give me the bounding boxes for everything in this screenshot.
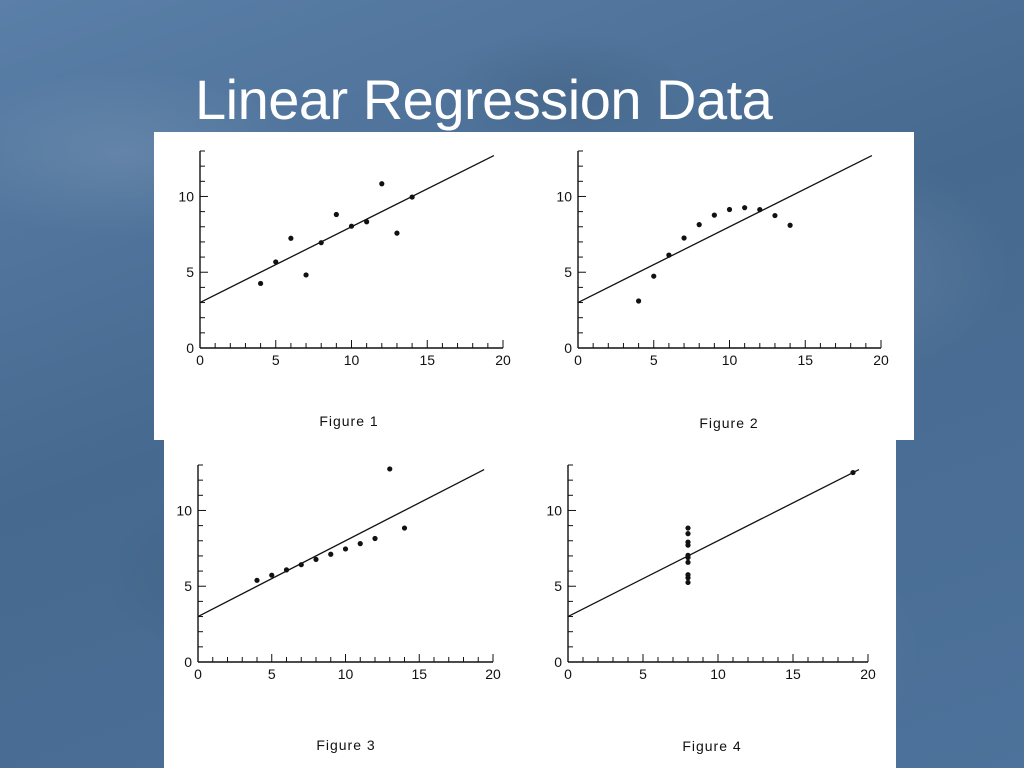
figure-1-x-tick-label: 0: [196, 352, 204, 368]
figure-1-x-tick-label: 15: [419, 352, 435, 368]
figure-1-x-tick-label: 5: [272, 352, 280, 368]
figure-2-data-point: [757, 207, 763, 213]
figure-2-data-point: [666, 252, 672, 258]
figure-3-y-tick-label: 0: [184, 654, 192, 670]
figure-3-data-point: [298, 562, 304, 568]
figure-3-chart: 0 5 10 15 20 0 5 10 Figure 3: [176, 464, 501, 753]
figure-1-data-point: [394, 230, 400, 236]
figure-3-x-tick-label: 15: [411, 666, 427, 682]
figure-3-x-tick-label: 5: [268, 666, 276, 682]
figure-2-x-tick-label: 15: [797, 352, 813, 368]
figure-3-data-point: [269, 572, 275, 578]
figure-3-y-tick-label: 10: [176, 502, 192, 518]
figure-2-data-point: [742, 205, 748, 211]
figure-3-x-tick-label: 20: [485, 666, 501, 682]
figure-1-y-tick-label: 10: [178, 188, 194, 204]
figure-3-data-point: [283, 567, 290, 573]
figures-panel-top: [154, 132, 914, 440]
figure-3-data-point: [313, 556, 319, 563]
figure-4-x-tick-label: 0: [564, 666, 572, 682]
figure-2-data-point: [696, 222, 702, 228]
figure-2-x-tick-label: 5: [650, 352, 658, 368]
figure-3-x-tick-label: 10: [338, 666, 354, 682]
figure-3-data-point: [357, 541, 363, 547]
figure-2-caption: Figure 2: [699, 415, 758, 431]
figure-1-data-point: [333, 211, 339, 218]
figure-1-y-tick-label: 0: [186, 340, 194, 356]
figure-4-data-point: [685, 554, 691, 561]
figure-3-data-point: [372, 535, 378, 542]
figure-4-data-point: [685, 559, 691, 565]
figure-1-data-point: [348, 223, 355, 229]
figure-1-y-tick-label: 5: [186, 264, 194, 280]
figure-2-data-point: [711, 212, 717, 218]
figure-4-data-point: [685, 525, 691, 531]
figure-3-regression-line: [197, 468, 485, 618]
figure-2-y-tick-label: 10: [556, 188, 572, 204]
figure-2-data-point: [726, 206, 733, 213]
figure-4-data-point: [850, 469, 856, 476]
figure-2-data-point: [772, 212, 778, 219]
figure-3-data-point: [387, 466, 393, 472]
figure-2-x-tick-label: 20: [873, 352, 889, 368]
figure-4-y-tick-label: 0: [554, 654, 562, 670]
figure-4-y-tick-label: 10: [546, 502, 562, 518]
figure-1-regression-line: [199, 154, 495, 304]
figure-4-data-point: [685, 575, 691, 581]
figure-3-y-tick-label: 5: [184, 578, 192, 594]
figure-1-data-point: [288, 235, 294, 241]
figure-2-x-tick-label: 10: [722, 352, 738, 368]
figure-1-x-tick-label: 20: [495, 352, 511, 368]
figure-3-data-point: [342, 546, 349, 552]
figure-1-data-point: [364, 219, 370, 225]
figure-2-y-tick-label: 0: [564, 340, 572, 356]
figure-4-data-point: [685, 539, 691, 545]
figure-1-data-point: [273, 259, 279, 265]
figure-2-chart: 0 5 10 15 20 0 5 10 Figure 2: [556, 150, 889, 431]
figure-4-data-point: [685, 531, 691, 537]
figure-3-data-point: [328, 551, 334, 557]
figure-1-data-point: [258, 280, 264, 287]
figure-1-chart: 0 5 10 15 20 0 5 10 Figure 1: [178, 150, 511, 429]
figure-1-data-point: [318, 240, 324, 246]
figure-4-y-tick-label: 5: [554, 578, 562, 594]
figure-2-regression-line: [577, 154, 873, 304]
figure-2-data-point: [636, 298, 642, 304]
figure-1-x-tick-label: 10: [344, 352, 360, 368]
figure-4-regression-line: [567, 468, 860, 618]
figure-4-caption: Figure 4: [682, 738, 741, 754]
figure-3-data-point: [401, 525, 408, 531]
figure-4-data-point: [685, 579, 691, 586]
figure-1-data-point: [379, 181, 385, 187]
figure-3-data-point: [254, 577, 260, 583]
figure-4-chart: 0 5 10 15 20 0 5 10 Figure 4: [546, 464, 876, 754]
figure-1-caption: Figure 1: [319, 413, 378, 429]
figure-3-caption: Figure 3: [316, 737, 375, 753]
figure-2-x-tick-label: 0: [574, 352, 582, 368]
figure-4-x-tick-label: 20: [860, 666, 876, 682]
figure-4-x-tick-label: 10: [710, 666, 726, 682]
figure-2-data-point: [651, 273, 657, 279]
slide-title: Linear Regression Data: [195, 68, 773, 131]
figure-2-data-point: [681, 235, 687, 241]
figure-2-data-point: [787, 222, 793, 228]
figure-4-x-tick-label: 5: [639, 666, 647, 682]
figure-2-y-tick-label: 5: [564, 264, 572, 280]
figures-panel-bottom: [164, 440, 896, 768]
figure-3-x-tick-label: 0: [194, 666, 202, 682]
figure-1-data-point: [409, 194, 415, 200]
figure-1-data-point: [303, 272, 309, 278]
figure-4-x-tick-label: 15: [785, 666, 801, 682]
